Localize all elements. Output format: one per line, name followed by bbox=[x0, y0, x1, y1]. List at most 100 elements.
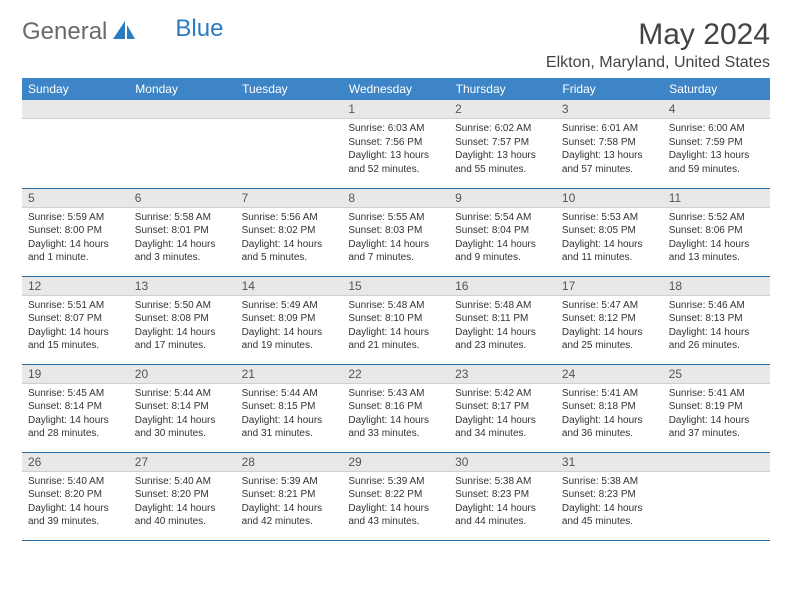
day-content: Sunrise: 5:42 AMSunset: 8:17 PMDaylight:… bbox=[449, 384, 556, 445]
sunset-text: Sunset: 8:06 PM bbox=[669, 224, 764, 238]
daylight-text: Daylight: 14 hours and 17 minutes. bbox=[135, 326, 230, 353]
calendar-day-cell: 15Sunrise: 5:48 AMSunset: 8:10 PMDayligh… bbox=[342, 276, 449, 364]
day-content: Sunrise: 5:43 AMSunset: 8:16 PMDaylight:… bbox=[342, 384, 449, 445]
day-content: Sunrise: 5:50 AMSunset: 8:08 PMDaylight:… bbox=[129, 296, 236, 357]
calendar-day-cell bbox=[236, 100, 343, 188]
calendar-day-cell: 25Sunrise: 5:41 AMSunset: 8:19 PMDayligh… bbox=[663, 364, 770, 452]
sunset-text: Sunset: 8:09 PM bbox=[242, 312, 337, 326]
daylight-text: Daylight: 14 hours and 3 minutes. bbox=[135, 238, 230, 265]
daylight-text: Daylight: 14 hours and 36 minutes. bbox=[562, 414, 657, 441]
day-number: 16 bbox=[449, 277, 556, 296]
day-content: Sunrise: 5:59 AMSunset: 8:00 PMDaylight:… bbox=[22, 208, 129, 269]
daylight-text: Daylight: 14 hours and 30 minutes. bbox=[135, 414, 230, 441]
day-content bbox=[236, 119, 343, 169]
daylight-text: Daylight: 14 hours and 15 minutes. bbox=[28, 326, 123, 353]
weekday-header: Saturday bbox=[663, 78, 770, 100]
sunrise-text: Sunrise: 6:01 AM bbox=[562, 122, 657, 136]
daylight-text: Daylight: 14 hours and 44 minutes. bbox=[455, 502, 550, 529]
daylight-text: Daylight: 14 hours and 31 minutes. bbox=[242, 414, 337, 441]
sunrise-text: Sunrise: 6:03 AM bbox=[348, 122, 443, 136]
sunset-text: Sunset: 8:17 PM bbox=[455, 400, 550, 414]
sunrise-text: Sunrise: 5:48 AM bbox=[455, 299, 550, 313]
calendar-day-cell: 12Sunrise: 5:51 AMSunset: 8:07 PMDayligh… bbox=[22, 276, 129, 364]
sunset-text: Sunset: 8:22 PM bbox=[348, 488, 443, 502]
day-content: Sunrise: 5:39 AMSunset: 8:22 PMDaylight:… bbox=[342, 472, 449, 533]
calendar-day-cell: 9Sunrise: 5:54 AMSunset: 8:04 PMDaylight… bbox=[449, 188, 556, 276]
calendar-day-cell bbox=[22, 100, 129, 188]
day-number: 10 bbox=[556, 189, 663, 208]
daylight-text: Daylight: 14 hours and 23 minutes. bbox=[455, 326, 550, 353]
logo-text-general: General bbox=[22, 18, 107, 46]
day-content: Sunrise: 5:48 AMSunset: 8:11 PMDaylight:… bbox=[449, 296, 556, 357]
daylight-text: Daylight: 14 hours and 1 minute. bbox=[28, 238, 123, 265]
calendar-week-row: 19Sunrise: 5:45 AMSunset: 8:14 PMDayligh… bbox=[22, 364, 770, 452]
daylight-text: Daylight: 14 hours and 7 minutes. bbox=[348, 238, 443, 265]
sunset-text: Sunset: 8:05 PM bbox=[562, 224, 657, 238]
daylight-text: Daylight: 14 hours and 37 minutes. bbox=[669, 414, 764, 441]
sunset-text: Sunset: 7:56 PM bbox=[348, 136, 443, 150]
daylight-text: Daylight: 14 hours and 45 minutes. bbox=[562, 502, 657, 529]
calendar-day-cell: 5Sunrise: 5:59 AMSunset: 8:00 PMDaylight… bbox=[22, 188, 129, 276]
calendar-day-cell: 30Sunrise: 5:38 AMSunset: 8:23 PMDayligh… bbox=[449, 452, 556, 540]
calendar-week-row: 1Sunrise: 6:03 AMSunset: 7:56 PMDaylight… bbox=[22, 100, 770, 188]
sunrise-text: Sunrise: 5:42 AM bbox=[455, 387, 550, 401]
day-number: 1 bbox=[342, 100, 449, 119]
calendar-day-cell: 4Sunrise: 6:00 AMSunset: 7:59 PMDaylight… bbox=[663, 100, 770, 188]
weekday-header: Thursday bbox=[449, 78, 556, 100]
daylight-text: Daylight: 14 hours and 28 minutes. bbox=[28, 414, 123, 441]
sunrise-text: Sunrise: 5:44 AM bbox=[242, 387, 337, 401]
sunset-text: Sunset: 8:14 PM bbox=[135, 400, 230, 414]
day-number: 18 bbox=[663, 277, 770, 296]
logo: General Blue bbox=[22, 18, 223, 46]
day-number: 25 bbox=[663, 365, 770, 384]
sunset-text: Sunset: 8:00 PM bbox=[28, 224, 123, 238]
calendar-day-cell: 2Sunrise: 6:02 AMSunset: 7:57 PMDaylight… bbox=[449, 100, 556, 188]
sunset-text: Sunset: 8:20 PM bbox=[135, 488, 230, 502]
sunrise-text: Sunrise: 6:00 AM bbox=[669, 122, 764, 136]
daylight-text: Daylight: 14 hours and 42 minutes. bbox=[242, 502, 337, 529]
calendar-day-cell bbox=[663, 452, 770, 540]
day-content: Sunrise: 5:56 AMSunset: 8:02 PMDaylight:… bbox=[236, 208, 343, 269]
sunset-text: Sunset: 8:11 PM bbox=[455, 312, 550, 326]
day-content: Sunrise: 5:54 AMSunset: 8:04 PMDaylight:… bbox=[449, 208, 556, 269]
calendar-day-cell: 10Sunrise: 5:53 AMSunset: 8:05 PMDayligh… bbox=[556, 188, 663, 276]
daylight-text: Daylight: 13 hours and 57 minutes. bbox=[562, 149, 657, 176]
sunset-text: Sunset: 8:23 PM bbox=[562, 488, 657, 502]
day-number: 20 bbox=[129, 365, 236, 384]
day-content: Sunrise: 5:41 AMSunset: 8:19 PMDaylight:… bbox=[663, 384, 770, 445]
header: General Blue May 2024 Elkton, Maryland, … bbox=[22, 18, 770, 72]
daylight-text: Daylight: 13 hours and 52 minutes. bbox=[348, 149, 443, 176]
calendar-header-row: SundayMondayTuesdayWednesdayThursdayFrid… bbox=[22, 78, 770, 100]
calendar-day-cell: 3Sunrise: 6:01 AMSunset: 7:58 PMDaylight… bbox=[556, 100, 663, 188]
calendar-day-cell bbox=[129, 100, 236, 188]
sunrise-text: Sunrise: 5:38 AM bbox=[455, 475, 550, 489]
sunset-text: Sunset: 8:12 PM bbox=[562, 312, 657, 326]
calendar-day-cell: 14Sunrise: 5:49 AMSunset: 8:09 PMDayligh… bbox=[236, 276, 343, 364]
sunset-text: Sunset: 8:14 PM bbox=[28, 400, 123, 414]
day-number: 13 bbox=[129, 277, 236, 296]
sunrise-text: Sunrise: 5:51 AM bbox=[28, 299, 123, 313]
day-content: Sunrise: 5:45 AMSunset: 8:14 PMDaylight:… bbox=[22, 384, 129, 445]
daylight-text: Daylight: 14 hours and 9 minutes. bbox=[455, 238, 550, 265]
calendar-day-cell: 16Sunrise: 5:48 AMSunset: 8:11 PMDayligh… bbox=[449, 276, 556, 364]
month-title: May 2024 bbox=[546, 18, 770, 52]
sunset-text: Sunset: 8:07 PM bbox=[28, 312, 123, 326]
sunset-text: Sunset: 7:59 PM bbox=[669, 136, 764, 150]
sunset-text: Sunset: 8:02 PM bbox=[242, 224, 337, 238]
day-content: Sunrise: 5:52 AMSunset: 8:06 PMDaylight:… bbox=[663, 208, 770, 269]
day-content: Sunrise: 5:38 AMSunset: 8:23 PMDaylight:… bbox=[556, 472, 663, 533]
day-number: 4 bbox=[663, 100, 770, 119]
sunrise-text: Sunrise: 5:55 AM bbox=[348, 211, 443, 225]
sunrise-text: Sunrise: 5:49 AM bbox=[242, 299, 337, 313]
sail-icon bbox=[111, 19, 137, 46]
calendar-day-cell: 18Sunrise: 5:46 AMSunset: 8:13 PMDayligh… bbox=[663, 276, 770, 364]
day-number: 30 bbox=[449, 453, 556, 472]
sunset-text: Sunset: 8:08 PM bbox=[135, 312, 230, 326]
day-number bbox=[663, 453, 770, 472]
sunrise-text: Sunrise: 5:39 AM bbox=[242, 475, 337, 489]
day-content: Sunrise: 5:38 AMSunset: 8:23 PMDaylight:… bbox=[449, 472, 556, 533]
sunrise-text: Sunrise: 5:41 AM bbox=[562, 387, 657, 401]
calendar-day-cell: 1 Sunrise: 6:03 AMSunset: 7:56 PMDaylight… bbox=[342, 100, 449, 188]
sunrise-text: Sunrise: 5:59 AM bbox=[28, 211, 123, 225]
day-number: 17 bbox=[556, 277, 663, 296]
